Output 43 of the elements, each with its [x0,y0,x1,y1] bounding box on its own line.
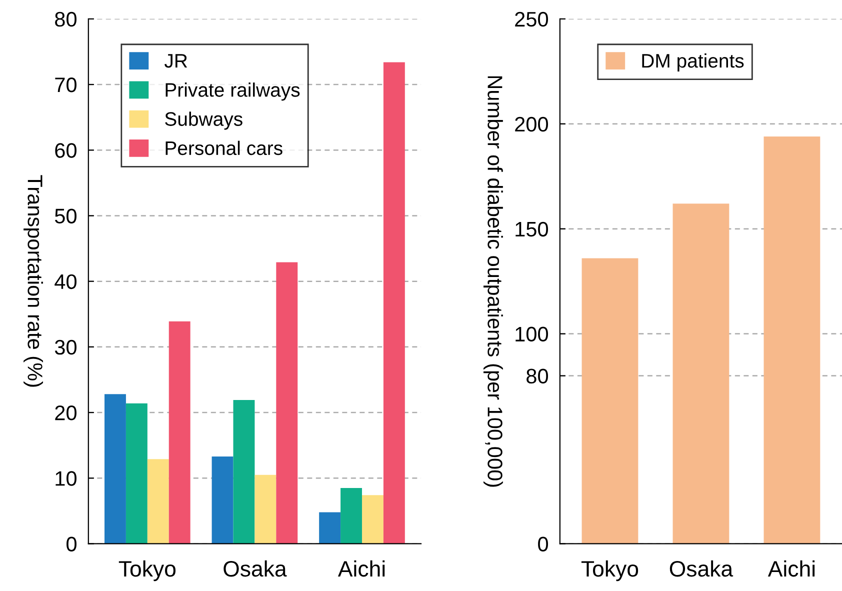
y-tick-label: 0 [538,536,548,552]
x-tick-label: Tokyo [118,560,176,582]
legend-label: Subways [165,112,242,130]
bar [362,495,384,544]
y-tick-label: 20 [55,406,76,420]
y-tick-label: 80 [526,368,548,384]
bar [254,474,276,544]
y-tick-label: 80 [55,12,76,27]
bar [383,62,405,544]
y-tick-label: 100 [516,326,548,342]
y-tick-label: 250 [515,12,548,27]
bar [276,262,298,544]
y-tick-label: 150 [516,222,548,237]
x-tick-label: Aichi [768,560,815,577]
y-tick-label: 200 [515,116,548,132]
legend-label: JR [164,54,188,68]
y-tick-label: 10 [56,471,76,486]
y-tick-label: 70 [55,78,76,92]
x-tick-label: Tokyo [581,560,638,582]
bar [168,321,190,544]
y-tick-label: 50 [54,208,76,224]
y-tick-label: 60 [55,143,76,158]
y-tick-label: 0 [66,536,76,552]
x-tick-label: Aichi [338,560,385,577]
bar [340,488,362,544]
bar [212,456,234,544]
x-tick-label: Osaka [224,560,287,577]
bar [126,403,148,544]
bar [582,258,638,544]
bar [319,512,341,544]
legend-label: Private railways [166,82,300,101]
bar [672,204,730,544]
x-tick-label: Osaka [670,560,734,577]
bar [147,459,169,544]
bar [233,400,255,544]
legend-label: DM patients [642,53,744,72]
legend-label: Personal cars [166,140,282,156]
y-axis-title: Transportation rate (%) [24,175,43,387]
y-tick-label: 40 [54,274,76,290]
bar [764,136,820,544]
y-tick-label: 30 [54,340,76,355]
y-axis-title: Number of diabetic outpatients (per 100,000) [484,76,503,487]
bar [104,394,126,544]
